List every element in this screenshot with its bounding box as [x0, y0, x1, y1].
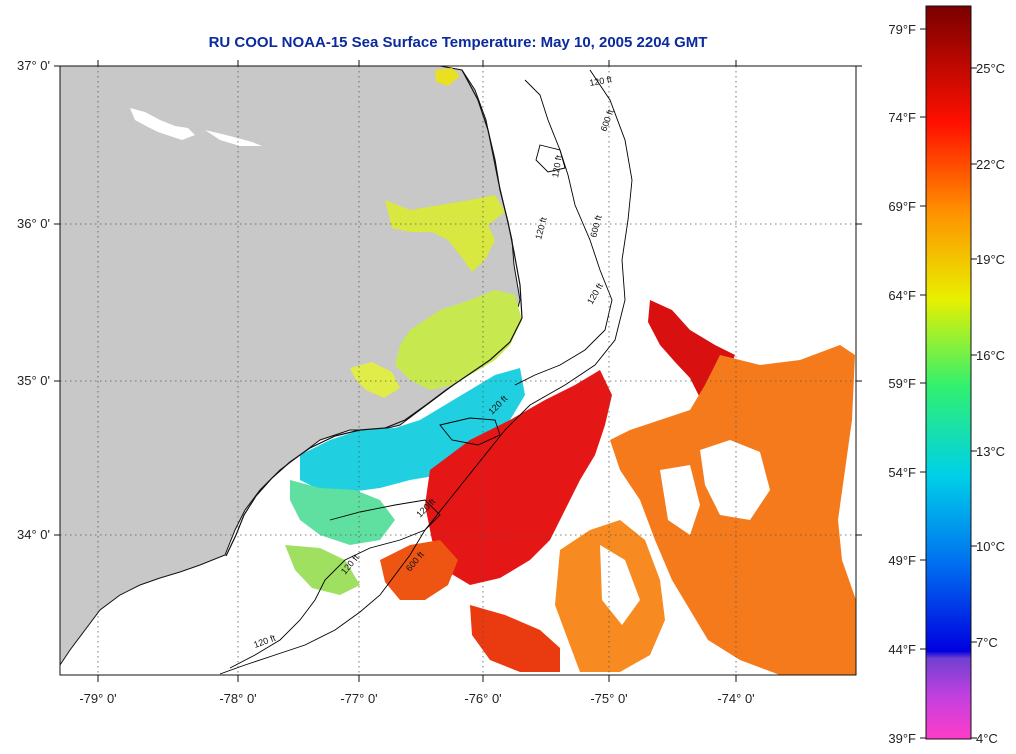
longitude-label: -75° 0'	[590, 691, 627, 706]
longitude-label: -79° 0'	[79, 691, 116, 706]
sst-sound-branch	[350, 362, 400, 398]
sst-warm-southwest	[380, 540, 458, 600]
cloud-gap	[700, 440, 770, 520]
latitude-label: 35° 0'	[17, 373, 50, 388]
celsius-label: 16°C	[976, 348, 1005, 363]
fahrenheit-label: 54°F	[888, 465, 916, 480]
colorbar-ticks	[920, 28, 977, 739]
contour-closed-loop	[439, 417, 501, 446]
longitude-labels: -79° 0' -78° 0' -77° 0' -76° 0' -75° 0' …	[79, 691, 754, 706]
latitude-labels: 37° 0' 36° 0' 35° 0' 34° 0'	[17, 58, 50, 542]
longitude-label: -74° 0'	[717, 691, 754, 706]
fahrenheit-label: 59°F	[888, 376, 916, 391]
celsius-label: 10°C	[976, 539, 1005, 554]
sst-sound-pamlico	[395, 290, 522, 390]
longitude-label: -77° 0'	[340, 691, 377, 706]
sst-sound-north	[435, 68, 460, 86]
contour-label: 120 ft	[589, 74, 613, 88]
fahrenheit-label: 49°F	[888, 553, 916, 568]
contour-label: 120 ft	[550, 154, 564, 178]
sst-cool-shelf-south	[290, 480, 395, 545]
contour-closed-loop	[535, 144, 566, 173]
latitude-label: 36° 0'	[17, 216, 50, 231]
sst-sound-albemarle	[385, 195, 505, 272]
fahrenheit-label: 69°F	[888, 199, 916, 214]
latitude-label: 34° 0'	[17, 527, 50, 542]
colorbar-fahrenheit-labels: 79°F 74°F 69°F 64°F 59°F 54°F 49°F 44°F …	[888, 22, 916, 746]
longitude-label: -76° 0'	[464, 691, 501, 706]
celsius-label: 4°C	[976, 731, 998, 746]
graticule	[60, 66, 856, 675]
contour-120ft-south	[229, 499, 441, 669]
fahrenheit-label: 64°F	[888, 288, 916, 303]
map-frame	[59, 65, 857, 676]
fahrenheit-label: 79°F	[888, 22, 916, 37]
sst-green-patch	[285, 545, 360, 595]
colorbar	[925, 5, 972, 740]
coastline	[225, 69, 523, 557]
celsius-label: 7°C	[976, 635, 998, 650]
fahrenheit-label: 39°F	[888, 731, 916, 746]
colorbar-celsius-labels: 25°C 22°C 19°C 16°C 13°C 10°C 7°C 4°C	[976, 61, 1005, 746]
sst-gulf-stream-core	[425, 370, 612, 585]
celsius-label: 22°C	[976, 157, 1005, 172]
celsius-label: 13°C	[976, 444, 1005, 459]
celsius-label: 19°C	[976, 252, 1005, 267]
longitude-label: -78° 0'	[219, 691, 256, 706]
celsius-label: 25°C	[976, 61, 1005, 76]
map-title: RU COOL NOAA-15 Sea Surface Temperature:…	[208, 34, 708, 51]
fahrenheit-label: 44°F	[888, 642, 916, 657]
inland-water	[205, 130, 262, 146]
sst-warm-south-lobe	[470, 605, 560, 672]
axis-ticks	[54, 60, 862, 682]
fahrenheit-label: 74°F	[888, 110, 916, 125]
cloud-gap	[600, 545, 640, 625]
cloud-gap	[660, 465, 700, 535]
contour-120ft	[514, 79, 613, 386]
sst-cool-shelf	[300, 368, 525, 492]
contour-600ft	[219, 69, 633, 675]
latitude-label: 37° 0'	[17, 58, 50, 73]
inland-water	[130, 108, 195, 140]
